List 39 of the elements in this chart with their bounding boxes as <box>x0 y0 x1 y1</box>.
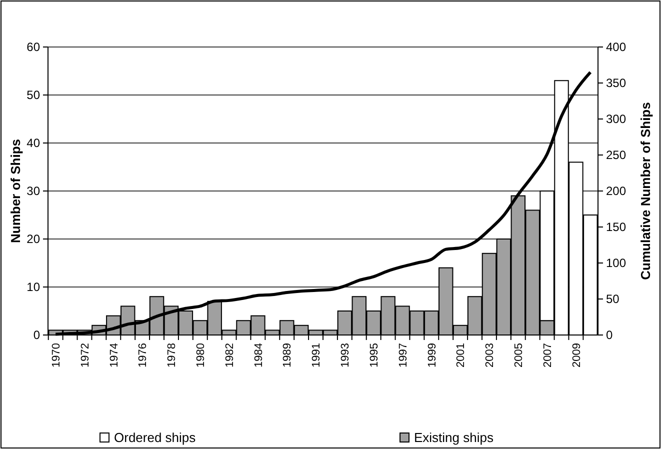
y2-tick-label: 100 <box>606 256 626 270</box>
y-tick-label: 60 <box>26 40 40 54</box>
x-tick-label: 2009 <box>570 343 583 368</box>
x-tick-label: 1972 <box>79 343 92 368</box>
x-tick-label: 1997 <box>397 343 410 368</box>
y2-tick-label: 0 <box>606 328 613 342</box>
y-tick-label: 10 <box>26 280 40 294</box>
y-tick-label: 20 <box>26 232 40 246</box>
x-tick-label: 2001 <box>455 343 468 368</box>
x-tick-label: 1999 <box>426 343 438 368</box>
y2-tick-label: 350 <box>606 76 626 90</box>
x-tick-label: 1978 <box>166 343 178 368</box>
y2-tick-label: 150 <box>606 220 626 234</box>
x-tick-label: 1970 <box>50 343 62 368</box>
x-tick-label: 1974 <box>108 343 120 368</box>
y2-tick-label: 250 <box>606 148 626 162</box>
y2-tick-label: 400 <box>606 40 626 54</box>
x-tick-label: 1980 <box>194 343 207 368</box>
y2-tick-label: 300 <box>606 112 626 126</box>
y2-tick-label: 50 <box>606 292 620 306</box>
x-tick-label: 2005 <box>512 343 525 368</box>
x-tick-label: 1984 <box>252 343 265 368</box>
y2-tick-label: 200 <box>606 184 626 198</box>
legend-label: Existing ships <box>414 430 494 445</box>
y2-axis-title: Cumulative Number of Ships <box>638 102 653 280</box>
y-tick-label: 0 <box>33 328 40 342</box>
x-tick-label: 1993 <box>340 343 352 368</box>
legend-label: Ordered ships <box>114 430 196 445</box>
x-tick-label: 1995 <box>368 343 380 368</box>
y-axis-title: Number of Ships <box>8 138 23 244</box>
x-tick-label: 2007 <box>542 343 554 368</box>
y-tick-label: 30 <box>26 184 40 198</box>
y-tick-label: 50 <box>26 88 40 102</box>
x-tick-label: 1982 <box>224 343 236 368</box>
x-tick-label: 1989 <box>282 343 294 368</box>
x-tick-label: 1991 <box>310 343 323 368</box>
y-tick-label: 40 <box>26 136 40 150</box>
x-tick-label: 1976 <box>137 343 150 368</box>
x-tick-label: 2003 <box>484 343 496 368</box>
